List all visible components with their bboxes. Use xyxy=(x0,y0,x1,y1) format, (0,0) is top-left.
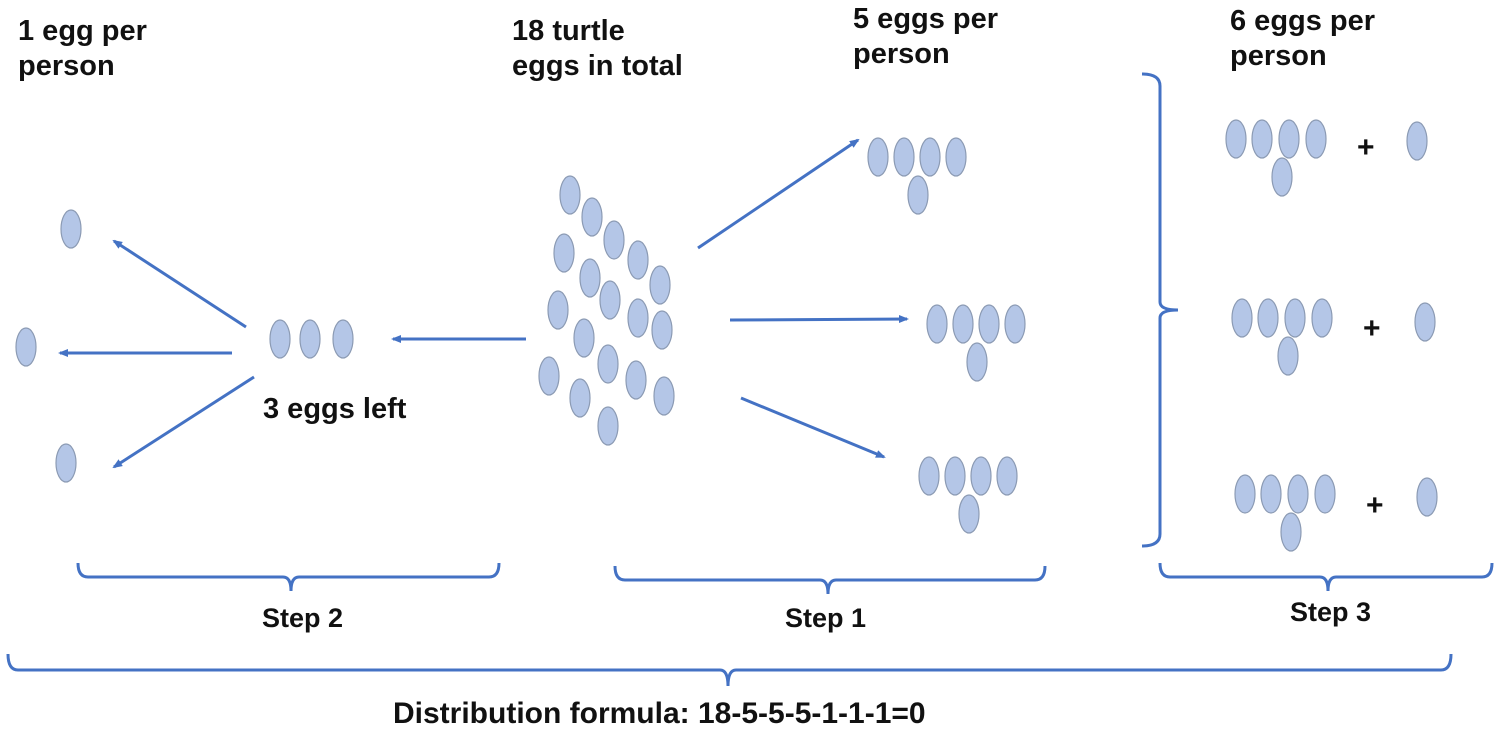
label-total-line2: eggs in total xyxy=(512,50,683,83)
eggs-layer xyxy=(15,119,1438,552)
step3-group3-egg-3 xyxy=(1287,474,1309,514)
label-total-line1: 18 turtle xyxy=(512,15,625,47)
leftover-egg-1 xyxy=(269,319,291,359)
step-2-bracket xyxy=(76,562,501,592)
arrows-layer xyxy=(58,138,909,469)
pile-egg-9 xyxy=(599,280,621,320)
arrow-to-group-1 xyxy=(697,138,860,250)
pile-egg-8 xyxy=(547,290,569,330)
step1-group3-egg-2 xyxy=(944,456,966,496)
arrow-to-group-2 xyxy=(729,315,909,324)
pile-egg-17 xyxy=(653,376,675,416)
label-six-eggs-line1: 6 eggs per xyxy=(1230,5,1376,37)
step3-group1-egg-2 xyxy=(1251,119,1273,159)
pile-egg-1 xyxy=(559,175,581,215)
step-2-label: Step 2 xyxy=(262,603,344,633)
step1-group1-egg-4 xyxy=(945,137,967,177)
label-six-eggs-per-person: 6 eggs per person xyxy=(1230,4,1375,75)
pile-egg-11 xyxy=(627,298,649,338)
pile-egg-10 xyxy=(573,318,595,358)
step1-group3-egg-5 xyxy=(958,494,980,534)
distribution-formula: Distribution formula: 18-5-5-5-1-1-1=0 xyxy=(393,697,926,730)
step1-group3-egg-4 xyxy=(996,456,1018,496)
step1-group1-egg-5 xyxy=(907,175,929,215)
single-egg-2 xyxy=(15,327,37,367)
step3-group3-egg-2 xyxy=(1260,474,1282,514)
step-1-bracket xyxy=(613,565,1047,595)
formula-bracket xyxy=(6,653,1453,687)
step3-group2-extra-egg xyxy=(1414,302,1436,342)
step1-group2-egg-3 xyxy=(978,304,1000,344)
label-six-eggs-line2: person xyxy=(1230,40,1327,73)
step3-group2-egg-5 xyxy=(1277,336,1299,376)
step3-group2-egg-2 xyxy=(1257,298,1279,338)
pile-egg-18 xyxy=(597,406,619,446)
pile-egg-15 xyxy=(625,360,647,400)
pile-egg-6 xyxy=(627,240,649,280)
step1-group1-egg-1 xyxy=(867,137,889,177)
step1-group2-egg-1 xyxy=(926,304,948,344)
label-total-eggs: 18 turtle eggs in total xyxy=(512,14,683,85)
step-3-group-brace xyxy=(1141,72,1179,548)
leftover-egg-3 xyxy=(332,319,354,359)
arrow-to-group-3 xyxy=(740,396,886,459)
label-eggs-left: 3 eggs left xyxy=(263,393,407,425)
single-egg-1 xyxy=(60,209,82,249)
plus-sign-3: + xyxy=(1366,489,1384,522)
step1-group2-egg-4 xyxy=(1004,304,1026,344)
step1-group3-egg-1 xyxy=(918,456,940,496)
label-one-egg-line1: 1 egg per xyxy=(18,15,147,47)
step1-group2-egg-5 xyxy=(966,342,988,382)
pile-egg-5 xyxy=(579,258,601,298)
step3-group1-egg-5 xyxy=(1271,157,1293,197)
label-five-eggs-per-person: 5 eggs per person xyxy=(853,2,998,73)
step3-group3-extra-egg xyxy=(1416,477,1438,517)
single-egg-3 xyxy=(55,443,77,483)
step3-group2-egg-3 xyxy=(1284,298,1306,338)
step-3-label: Step 3 xyxy=(1290,597,1372,627)
label-five-eggs-line2: person xyxy=(853,38,950,71)
pile-egg-2 xyxy=(581,197,603,237)
step3-group3-egg-4 xyxy=(1314,474,1336,514)
step1-group1-egg-3 xyxy=(919,137,941,177)
step1-group1-egg-2 xyxy=(893,137,915,177)
step1-group2-egg-2 xyxy=(952,304,974,344)
label-five-eggs-line1: 5 eggs per xyxy=(853,3,999,35)
step3-group1-egg-4 xyxy=(1305,119,1327,159)
step3-group1-egg-1 xyxy=(1225,119,1247,159)
pile-egg-13 xyxy=(597,344,619,384)
step3-group1-egg-3 xyxy=(1278,119,1300,159)
pile-egg-4 xyxy=(603,220,625,260)
leftover-egg-2 xyxy=(299,319,321,359)
step1-group3-egg-3 xyxy=(970,456,992,496)
label-one-egg-per-person: 1 egg per person xyxy=(18,14,147,85)
step3-group1-extra-egg xyxy=(1406,121,1428,161)
pile-egg-3 xyxy=(553,233,575,273)
arrow-to-single-1 xyxy=(112,239,247,329)
pile-egg-7 xyxy=(649,265,671,305)
pile-egg-16 xyxy=(569,378,591,418)
label-one-egg-line2: person xyxy=(18,50,115,83)
step3-group3-egg-5 xyxy=(1280,512,1302,552)
step-3-bracket xyxy=(1158,562,1494,592)
step3-group3-egg-1 xyxy=(1234,474,1256,514)
plus-sign-2: + xyxy=(1363,312,1381,345)
step-1-label: Step 1 xyxy=(785,603,867,633)
arrow-to-single-3 xyxy=(112,375,255,469)
brackets-layer xyxy=(6,72,1494,687)
pile-egg-14 xyxy=(538,356,560,396)
step3-group2-egg-1 xyxy=(1231,298,1253,338)
plus-sign-1: + xyxy=(1357,131,1375,164)
pile-egg-12 xyxy=(651,310,673,350)
step3-group2-egg-4 xyxy=(1311,298,1333,338)
